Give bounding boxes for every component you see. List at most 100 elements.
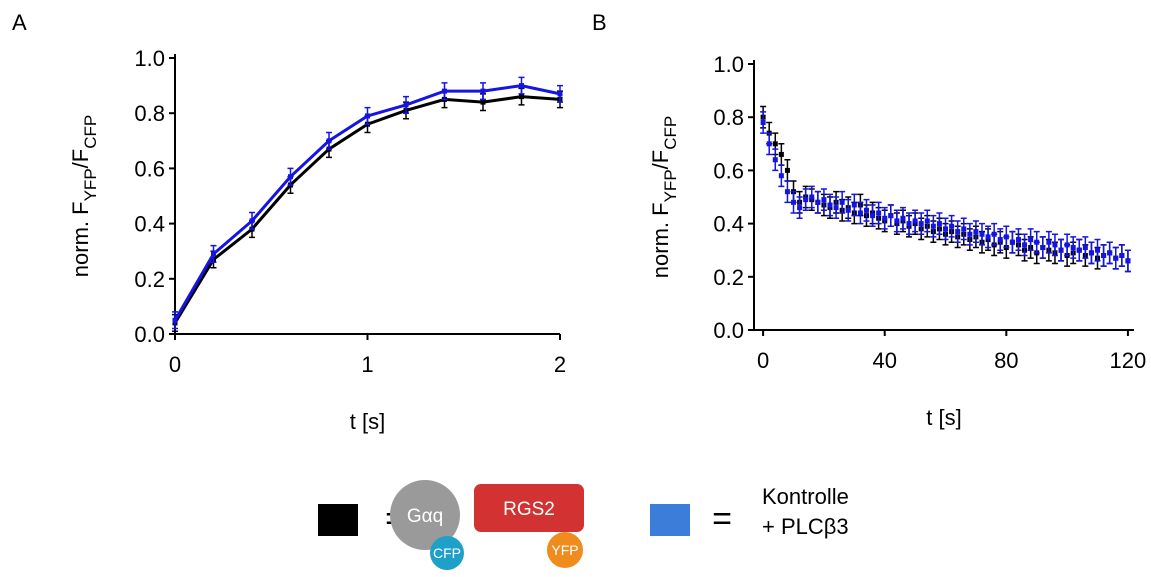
y-axis-title-part: /F <box>68 149 93 169</box>
y-axis-title-part: /F <box>648 150 673 170</box>
data-point <box>845 207 851 213</box>
rgs2-icon <box>474 484 584 532</box>
legend-label: + PLCβ3 <box>762 514 849 539</box>
data-point <box>1125 258 1131 264</box>
legend-label: Gαq <box>407 506 443 527</box>
data-point <box>403 102 409 108</box>
legend-label: YFP <box>551 542 578 558</box>
data-point <box>760 120 766 126</box>
data-point <box>943 226 949 232</box>
data-point <box>967 231 973 237</box>
data-point <box>851 202 857 208</box>
data-point <box>900 215 906 221</box>
data-point <box>1070 245 1076 251</box>
data-point <box>882 215 888 221</box>
y-axis-title-part: YFP <box>81 168 100 201</box>
data-point <box>955 229 961 235</box>
y-tick-label: 1.0 <box>713 52 744 77</box>
data-point <box>1040 245 1046 251</box>
data-point <box>1046 239 1052 245</box>
data-point <box>288 174 293 180</box>
data-point <box>930 223 936 229</box>
x-tick-label: 0 <box>169 352 181 377</box>
data-point <box>326 138 332 144</box>
data-point <box>1064 242 1070 248</box>
data-point <box>249 218 255 224</box>
y-tick-label: 0.4 <box>134 212 165 237</box>
data-point <box>1058 247 1064 253</box>
data-point <box>833 205 839 211</box>
panel-label: B <box>592 10 607 35</box>
y-axis-title: norm. FYFP/FCFP <box>68 115 100 277</box>
data-point <box>961 226 967 232</box>
y-tick-label: 0.4 <box>713 212 744 237</box>
data-point <box>519 83 524 89</box>
data-point <box>1107 250 1113 256</box>
data-point <box>442 88 447 94</box>
y-tick-label: 0.8 <box>134 101 165 126</box>
data-point <box>1076 247 1082 253</box>
data-point <box>876 210 882 216</box>
data-point <box>211 251 216 257</box>
data-point <box>973 229 979 235</box>
y-axis-title-part: CFP <box>81 115 100 149</box>
data-point <box>827 202 833 208</box>
data-point <box>936 221 942 227</box>
data-point <box>784 167 790 173</box>
data-point <box>784 189 790 195</box>
x-tick-label: 120 <box>1110 348 1147 373</box>
cfp-icon <box>430 536 464 570</box>
y-axis-title-part: norm. F <box>68 201 93 277</box>
legend-swatch <box>318 504 358 536</box>
x-tick-label: 1 <box>361 352 373 377</box>
legend-label: CFP <box>433 545 461 561</box>
y-tick-label: 0.6 <box>134 156 165 181</box>
legend-swatch <box>650 504 690 536</box>
y-tick-label: 1.0 <box>134 46 165 71</box>
x-tick-label: 2 <box>554 352 566 377</box>
data-point <box>1009 239 1015 245</box>
data-point <box>1015 237 1021 243</box>
data-point <box>979 231 985 237</box>
data-point <box>1113 255 1119 261</box>
data-point <box>1101 253 1107 259</box>
data-point <box>778 173 784 179</box>
data-point <box>1119 253 1125 259</box>
g-protein-icon <box>390 480 460 550</box>
data-point <box>557 91 563 97</box>
data-point <box>918 221 924 227</box>
legend-equals: = <box>712 500 732 538</box>
data-point <box>519 94 524 100</box>
data-point <box>791 199 797 205</box>
data-point <box>1082 245 1088 251</box>
panel-label: A <box>12 10 27 35</box>
y-tick-label: 0.2 <box>713 265 744 290</box>
y-axis-title: norm. FYFP/FCFP <box>648 116 680 278</box>
data-point <box>857 210 863 216</box>
data-point <box>821 197 827 203</box>
data-point <box>997 237 1003 243</box>
y-axis-title-part: CFP <box>661 116 680 150</box>
data-point <box>912 218 918 224</box>
data-point <box>815 199 821 205</box>
x-axis-title: t [s] <box>926 405 961 430</box>
y-axis-title-part: norm. F <box>648 202 673 278</box>
data-point <box>797 205 803 211</box>
data-point <box>906 221 912 227</box>
data-point <box>985 234 991 240</box>
y-tick-label: 0.2 <box>134 267 165 292</box>
data-point <box>949 223 955 229</box>
legend-label: RGS2 <box>503 499 555 520</box>
data-point <box>894 218 900 224</box>
data-point <box>1034 239 1040 245</box>
x-tick-label: 40 <box>872 348 896 373</box>
data-point <box>772 141 778 147</box>
x-axis-title: t [s] <box>350 409 385 434</box>
y-tick-label: 0.0 <box>134 322 165 347</box>
yfp-icon <box>547 532 583 568</box>
data-point <box>480 99 486 105</box>
data-point <box>839 199 845 205</box>
data-point <box>803 197 809 203</box>
legend-label: Kontrolle <box>762 484 849 509</box>
